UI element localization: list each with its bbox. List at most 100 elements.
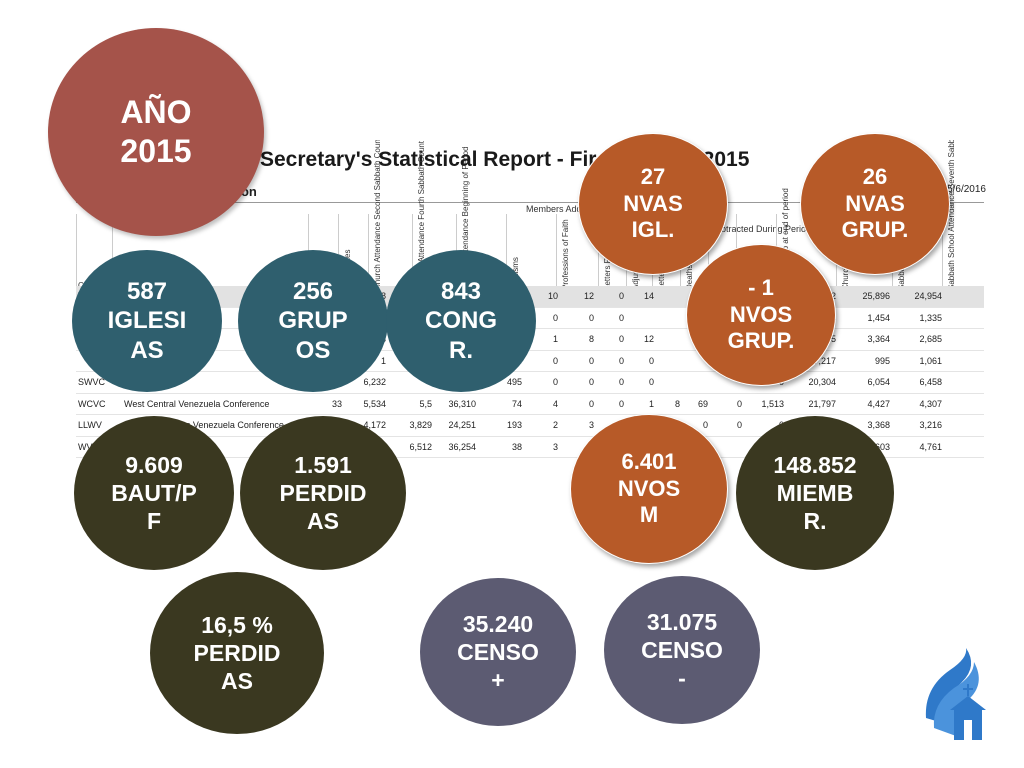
row-value: 2 bbox=[552, 420, 558, 430]
row-value: 0 bbox=[552, 355, 558, 366]
column-separator bbox=[556, 214, 557, 294]
year-label: AÑO bbox=[120, 93, 192, 130]
subtracted-header: Subtracted During Period bbox=[710, 224, 812, 234]
groups-change-value: - 1 bbox=[748, 274, 774, 300]
row-value: 10 bbox=[547, 291, 558, 301]
members-value: 148.852 bbox=[773, 451, 857, 478]
baptisms-label-1: BAUT/P bbox=[111, 479, 197, 506]
row-value: 6,232 bbox=[363, 377, 386, 387]
row-value: 38 bbox=[511, 441, 522, 452]
losses-label-2: AS bbox=[307, 508, 339, 535]
groups-change-circle: - 1 NVOS GRUP. bbox=[686, 244, 836, 386]
column-separator bbox=[368, 214, 369, 294]
row-value: 3,829 bbox=[409, 420, 432, 430]
new-groups-value: 26 bbox=[862, 163, 888, 189]
row-value: 6,512 bbox=[409, 441, 432, 452]
row-value: 3,216 bbox=[919, 420, 942, 430]
row-value: 0 bbox=[552, 377, 558, 387]
new-churches-label-2: IGL. bbox=[631, 217, 675, 243]
row-organization: West Los Llanos Venezuela Conference bbox=[124, 420, 284, 430]
row-value: 14 bbox=[643, 291, 654, 301]
row-value: 0 bbox=[588, 355, 594, 366]
losses-value: 1.591 bbox=[294, 451, 352, 478]
row-value: 0 bbox=[588, 398, 594, 409]
row-value: 1,454 bbox=[867, 312, 890, 323]
groups-change-label-2: GRUP. bbox=[727, 328, 795, 354]
new-members-circle: 6.401 NVOS M bbox=[570, 414, 728, 564]
row-value: 995 bbox=[874, 355, 890, 366]
adventist-flame-logo-icon bbox=[925, 648, 986, 740]
row-value: 1 bbox=[552, 334, 558, 344]
row-value: 1,513 bbox=[761, 398, 784, 409]
row-value: 3 bbox=[552, 441, 558, 452]
column-separator bbox=[942, 214, 943, 294]
congregations-circle: 843 CONG R. bbox=[386, 250, 536, 392]
row-value: 0 bbox=[618, 355, 624, 366]
new-members-label-2: M bbox=[639, 502, 659, 528]
column-header: Professions of Faith bbox=[561, 219, 570, 290]
row-value: 74 bbox=[511, 398, 522, 409]
row-value: 4,761 bbox=[919, 441, 942, 452]
header-rule bbox=[76, 202, 984, 203]
members-added-header: Members Added bbox=[526, 204, 592, 214]
column-separator bbox=[112, 214, 113, 294]
row-value: 36,310 bbox=[448, 398, 476, 409]
row-value: 12 bbox=[643, 334, 654, 344]
census-plus-value: 35.240 bbox=[462, 610, 534, 637]
census-plus-label-1: CENSO bbox=[457, 638, 539, 665]
row-value: 0 bbox=[648, 355, 654, 366]
row-value: 0 bbox=[736, 420, 742, 430]
year-value: 2015 bbox=[120, 133, 192, 169]
column-separator bbox=[708, 214, 709, 294]
row-value: 0 bbox=[588, 377, 594, 387]
row-value: 3,364 bbox=[867, 334, 890, 344]
row-code: SWVC bbox=[78, 377, 105, 387]
groups-change-label-1: NVOS bbox=[729, 301, 793, 327]
row-value: 0 bbox=[618, 334, 624, 344]
row-value: 36,254 bbox=[448, 441, 476, 452]
census-minus-label-2: - bbox=[678, 665, 686, 692]
baptisms-label-2: F bbox=[146, 508, 162, 535]
congregations-value: 843 bbox=[440, 278, 482, 306]
row-value: 0 bbox=[618, 291, 624, 301]
groups-circle: 256 GRUP OS bbox=[238, 250, 388, 392]
new-groups-label-1: NVAS bbox=[845, 190, 905, 216]
row-value: 6,458 bbox=[919, 377, 942, 387]
row-value: 0 bbox=[552, 312, 558, 323]
row-value: 1,061 bbox=[919, 355, 942, 366]
churches-label-2: AS bbox=[130, 336, 164, 364]
row-value: 0 bbox=[702, 420, 708, 430]
row-value: 1,335 bbox=[919, 312, 942, 323]
row-value: 5,534 bbox=[363, 398, 386, 409]
row-value: 69 bbox=[697, 398, 708, 409]
baptisms-circle: 9.609 BAUT/P F bbox=[74, 416, 234, 570]
churches-circle: 587 IGLESI AS bbox=[72, 250, 222, 392]
row-value: 20,304 bbox=[808, 377, 836, 387]
census-minus-value: 31.075 bbox=[646, 608, 718, 635]
churches-value: 587 bbox=[126, 278, 168, 306]
row-value: 0 bbox=[618, 312, 624, 323]
members-label-1: MIEMB bbox=[776, 479, 854, 506]
groups-label-1: GRUP bbox=[278, 307, 348, 335]
new-churches-value: 27 bbox=[640, 163, 666, 189]
report-date: 5/6/2016 bbox=[947, 184, 986, 195]
congregations-label-2: R. bbox=[449, 336, 473, 364]
column-separator bbox=[412, 214, 413, 294]
row-value: 3,368 bbox=[867, 420, 890, 430]
row-value: 3 bbox=[588, 420, 594, 430]
row-value: 0 bbox=[618, 377, 624, 387]
row-value: 193 bbox=[506, 420, 522, 430]
new-members-value: 6.401 bbox=[621, 448, 677, 474]
column-header: Church Attendance Second Sabbath Count bbox=[373, 140, 382, 290]
new-groups-label-2: GRUP. bbox=[841, 217, 909, 243]
row-value: 24,954 bbox=[914, 291, 942, 301]
table-row: SWVCConference6,2324950000020,3046,0546,… bbox=[76, 372, 984, 394]
row-value: 6,054 bbox=[867, 377, 890, 387]
row-value: 1 bbox=[380, 355, 386, 366]
losses-circle: 1.591 PERDID AS bbox=[240, 416, 406, 570]
row-value: 4,603 bbox=[867, 441, 890, 452]
new-groups-circle: 26 NVAS GRUP. bbox=[800, 133, 950, 275]
row-value: 7,217 bbox=[813, 355, 836, 366]
row-value: 4 bbox=[552, 398, 558, 409]
row-value: 0 bbox=[618, 398, 624, 409]
